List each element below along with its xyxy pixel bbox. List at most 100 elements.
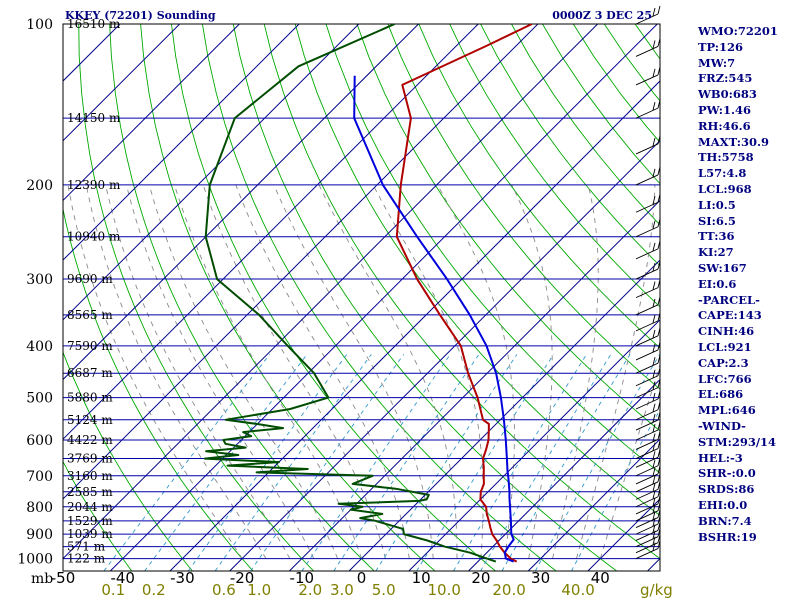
wind-barb: [635, 166, 661, 186]
mixing-ratio-label: 10.0: [427, 581, 460, 599]
height-label: 9690 m: [67, 272, 113, 286]
temperature-trace: [395, 24, 533, 563]
height-label: 6687 m: [67, 366, 113, 380]
height-label: 14150 m: [67, 111, 121, 125]
wind-barb: [635, 240, 661, 260]
index-item: EHI:0.0: [698, 497, 748, 512]
mixing-ratio-line: [480, 354, 612, 571]
mixing-ratio-line: [453, 354, 587, 571]
wind-barb: [635, 327, 661, 347]
index-item: CINH:46: [698, 324, 755, 339]
isotherm: [109, 24, 659, 571]
pressure-tick-label: 200: [26, 178, 53, 194]
moist-adiabat: [126, 184, 315, 559]
dry-adiabat: [449, 24, 660, 308]
isotherm: [0, 12, 72, 571]
index-item: SW:167: [698, 260, 747, 275]
wind-barb: [635, 38, 661, 57]
wind-barb: [635, 312, 661, 332]
wind-barb: [635, 279, 661, 299]
dry-adiabat: [387, 24, 660, 390]
index-item: RH:46.6: [698, 118, 751, 133]
pressure-unit-label: mb: [31, 571, 53, 587]
wind-barb: [635, 534, 661, 554]
wind-barb: [635, 135, 661, 155]
isotherm: [63, 24, 599, 560]
isotherm: [229, 139, 660, 571]
mixing-ratio-label: 0.6: [212, 581, 236, 599]
mixing-ratio-label: 0.1: [101, 581, 125, 599]
mixing-ratio-label: 1.0: [247, 581, 271, 599]
mixing-ratio-label: 20.0: [492, 581, 525, 599]
index-item: TT:36: [698, 229, 735, 244]
temperature-tick-label: -50: [51, 569, 76, 587]
index-item: PW:1.46: [698, 102, 752, 117]
index-item: LCL:921: [698, 339, 752, 354]
pressure-tick-label: 900: [26, 527, 53, 543]
mixing-ratio-line: [187, 354, 348, 571]
wind-barb: [635, 218, 661, 238]
moist-adiabat: [202, 184, 386, 559]
wind-barb: [635, 465, 661, 485]
wind-barb: [635, 522, 661, 541]
temperature-tick-label: 40: [591, 569, 610, 587]
index-item: HEL:-3: [698, 450, 743, 465]
isotherm: [169, 80, 660, 571]
isotherm: [289, 199, 660, 571]
isotherm: [408, 319, 660, 571]
mixing-ratio-line: [214, 354, 372, 571]
moist-adiabat: [148, 184, 339, 559]
wind-barb: [635, 495, 661, 515]
height-label: 8565 m: [67, 308, 113, 322]
pressure-tick-label: 500: [26, 391, 53, 407]
index-item: STM:293/14: [698, 434, 777, 449]
mixing-ratio-line: [301, 354, 451, 571]
temperature-tick-label: 0: [357, 569, 367, 587]
mixing-ratio-label: 0.2: [142, 581, 166, 599]
wind-barb: [635, 457, 661, 477]
pressure-tick-label: 800: [26, 500, 53, 516]
wind-barb: [635, 440, 661, 459]
temperature-tick-label: -40: [110, 569, 135, 587]
pressure-tick-label: 300: [26, 272, 53, 288]
chart-datetime: 0000Z 3 DEC 25: [552, 9, 652, 22]
mixing-ratio-line: [501, 354, 631, 571]
pressure-tick-label: 700: [26, 469, 53, 485]
moist-adiabat: [437, 184, 515, 559]
dry-adiabat: [63, 460, 133, 571]
dry-adiabat: [232, 24, 617, 571]
height-label: 571 m: [67, 540, 106, 554]
wind-barb: [635, 194, 661, 213]
height-label: 2585 m: [67, 485, 113, 499]
wind-barb: [635, 509, 661, 528]
indices-panel: WMO:72201 TP:126 MW:7 FRZ:545 WB0:683 PW:1.46…: [698, 24, 798, 545]
wind-barb: [635, 66, 661, 86]
wind-barb: [635, 481, 661, 500]
mixing-ratio-line: [103, 354, 271, 571]
index-item: KI:27: [698, 245, 734, 260]
dry-adiabat: [63, 351, 193, 571]
temperature-tick-label: 20: [471, 569, 490, 587]
traces: [203, 24, 533, 563]
height-label: 10940 m: [67, 230, 121, 244]
index-item: EI:0.6: [698, 276, 737, 291]
index-item: LFC:766: [698, 371, 752, 386]
height-label: 3769 m: [67, 452, 113, 466]
isotherm: [348, 259, 660, 571]
index-item: MPL:646: [698, 403, 756, 418]
isotherm: [468, 378, 660, 571]
isotherm: [63, 24, 360, 321]
dry-adiabat: [109, 24, 375, 571]
wind-barb: [635, 488, 661, 508]
mixing-ratio-line: [534, 354, 660, 571]
wind-barb: [635, 379, 661, 399]
height-label: 12390 m: [67, 178, 121, 192]
index-item: -WIND-: [698, 418, 746, 433]
wind-barb: [635, 100, 661, 119]
index-item: CAPE:143: [698, 308, 762, 323]
wind-barb: [635, 260, 661, 280]
isotherm: [63, 24, 539, 500]
chart-title: KKEY (72201) Sounding: [65, 9, 216, 22]
isotherm: [63, 24, 479, 440]
